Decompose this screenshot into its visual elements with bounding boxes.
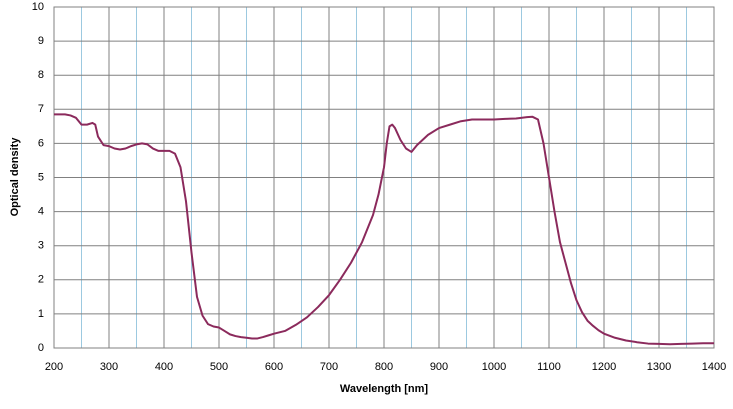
y-tick-label: 3: [38, 240, 44, 252]
y-tick-label: 7: [38, 103, 44, 115]
x-tick-label: 1000: [482, 361, 506, 373]
y-tick-label: 8: [38, 69, 44, 81]
y-tick-label: 2: [38, 274, 44, 286]
y-tick-label: 0: [38, 342, 44, 354]
x-tick-label: 1400: [702, 361, 726, 373]
x-tick-label: 800: [375, 361, 393, 373]
y-tick-label: 1: [38, 308, 44, 320]
x-tick-label: 500: [210, 361, 228, 373]
x-axis-title: Wavelength [nm]: [340, 383, 429, 395]
x-tick-label: 1300: [647, 361, 671, 373]
x-tick-label: 700: [320, 361, 338, 373]
x-tick-label: 1200: [592, 361, 616, 373]
x-tick-label: 900: [430, 361, 448, 373]
x-tick-label: 1100: [537, 361, 561, 373]
x-tick-label: 600: [265, 361, 283, 373]
x-tick-label: 300: [100, 361, 118, 373]
y-tick-label: 5: [38, 171, 44, 183]
x-tick-label: 200: [45, 361, 63, 373]
y-tick-label: 10: [32, 1, 44, 13]
data-line: [54, 113, 714, 346]
y-tick-label: 6: [38, 137, 44, 149]
y-tick-label: 4: [38, 206, 44, 218]
x-tick-label: 400: [155, 361, 173, 373]
y-tick-label: 9: [38, 35, 44, 47]
y-axis-title: Optical density: [9, 137, 21, 217]
